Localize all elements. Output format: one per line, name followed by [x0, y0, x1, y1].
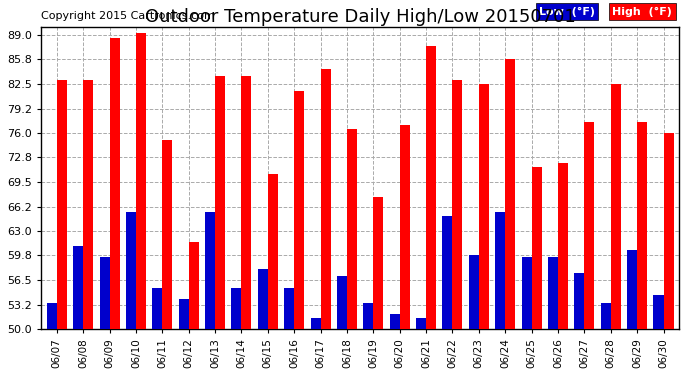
Bar	[574, 273, 584, 329]
Bar	[231, 288, 241, 329]
Bar	[205, 212, 215, 329]
Bar	[321, 69, 331, 329]
Bar	[416, 318, 426, 329]
Bar	[390, 314, 400, 329]
Bar	[426, 46, 436, 329]
Bar	[152, 288, 162, 329]
Bar	[258, 269, 268, 329]
Bar	[294, 91, 304, 329]
Bar	[373, 197, 384, 329]
Bar	[337, 276, 347, 329]
Bar	[522, 257, 531, 329]
Text: Copyright 2015 Cartronics.com: Copyright 2015 Cartronics.com	[41, 11, 215, 21]
Bar	[241, 76, 251, 329]
Bar	[83, 80, 93, 329]
Bar	[57, 80, 67, 329]
Bar	[284, 288, 294, 329]
Title: Outdoor Temperature Daily High/Low 20150701: Outdoor Temperature Daily High/Low 20150…	[145, 8, 575, 26]
Bar	[479, 84, 489, 329]
Bar	[126, 212, 136, 329]
Bar	[400, 125, 410, 329]
Bar	[584, 122, 594, 329]
Bar	[469, 255, 479, 329]
Text: Low  (°F): Low (°F)	[539, 6, 595, 16]
Bar	[653, 295, 664, 329]
Bar	[47, 303, 57, 329]
Bar	[664, 133, 673, 329]
Bar	[442, 216, 453, 329]
Bar	[505, 59, 515, 329]
Text: High  (°F): High (°F)	[612, 6, 672, 16]
Bar	[548, 257, 558, 329]
Bar	[601, 303, 611, 329]
Bar	[347, 129, 357, 329]
Bar	[99, 257, 110, 329]
Bar	[215, 76, 225, 329]
Bar	[558, 163, 568, 329]
Bar	[73, 246, 83, 329]
Bar	[179, 299, 188, 329]
Bar	[611, 84, 621, 329]
Bar	[531, 167, 542, 329]
Bar	[627, 250, 637, 329]
Bar	[364, 303, 373, 329]
Bar	[110, 39, 119, 329]
Bar	[310, 318, 321, 329]
Bar	[495, 212, 505, 329]
Bar	[136, 33, 146, 329]
Bar	[268, 174, 278, 329]
Bar	[637, 122, 647, 329]
Bar	[188, 242, 199, 329]
Bar	[453, 80, 462, 329]
Bar	[162, 140, 172, 329]
